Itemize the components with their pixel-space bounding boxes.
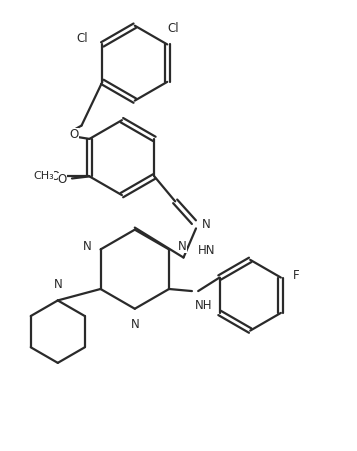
Text: N: N [82, 239, 91, 253]
Text: N: N [201, 218, 210, 231]
Text: F: F [292, 269, 299, 282]
Text: Cl: Cl [76, 32, 88, 45]
Text: Cl: Cl [167, 22, 179, 35]
Text: N: N [54, 278, 62, 291]
Text: N: N [130, 318, 139, 331]
Text: O: O [51, 170, 60, 183]
Text: N: N [178, 239, 187, 253]
Text: O: O [69, 128, 79, 141]
Text: HN: HN [198, 244, 216, 257]
Text: O: O [58, 173, 67, 186]
Text: NH: NH [195, 299, 213, 312]
Text: CH₃: CH₃ [33, 171, 54, 181]
